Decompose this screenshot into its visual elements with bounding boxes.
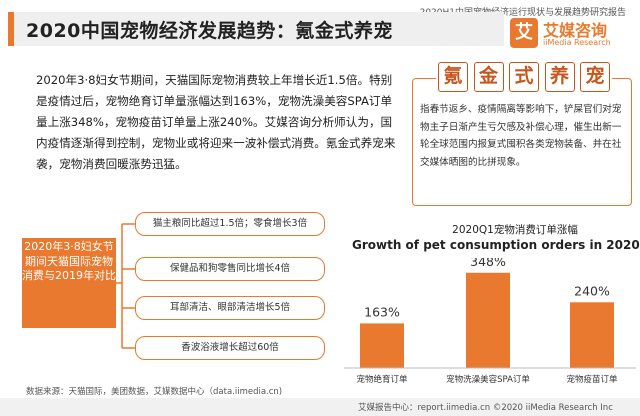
concept-char: 式 — [509, 62, 539, 92]
footer-text: 艾媒报告中心：report.iimedia.cn ©2020 iiMedia R… — [358, 403, 613, 413]
category-label: 宠物绝育订单 — [356, 374, 408, 385]
logo-name-en: iiMedia Research — [543, 38, 611, 47]
concept-char: 金 — [473, 62, 504, 92]
concept-char: 宠 — [580, 62, 610, 92]
bar — [466, 272, 510, 368]
bar — [570, 302, 614, 368]
concept-char: 养 — [544, 62, 575, 92]
category-label: 宠物洗澡美容SPA订单 — [446, 374, 530, 385]
concept-description: 指春节返乡、疫情隔离等影响下，铲屎官们对宠物主子日渐产生亏欠感及补偿心理，催生出… — [420, 104, 622, 168]
brand-logo: 艾 艾媒咨询 iiMedia Research — [510, 18, 636, 52]
bar-value-label: 163% — [364, 304, 400, 319]
fact-item: 保健品和狗零售同比增长4倍 — [135, 257, 325, 281]
event-box: 2020年3·8妇女节期间天猫国际宠物消费与2019年对比 — [22, 238, 116, 328]
chart-subtitle: Growth of pet consumption orders in 2020… — [352, 238, 640, 252]
title-accent-bar — [8, 12, 14, 46]
fact-item: 耳部清洁、眼部清洁增长5倍 — [135, 296, 325, 320]
concept-title: 氪 金 式 养 宠 — [436, 62, 612, 92]
bar-value-label: 240% — [574, 283, 610, 298]
intro-paragraph: 2020年3·8妇女节期间，天猫国际宠物消费较上年增长近1.5倍。特别是疫情过后… — [36, 73, 396, 171]
fact-item: 香波浴液增长超过60倍 — [135, 336, 325, 360]
fact-item: 猫主粮同比超过1.5倍；零食增长3倍 — [135, 212, 325, 236]
logo-mark-icon: 艾 — [510, 18, 538, 48]
bar-chart: 163% 宠物绝育订单 348% 宠物洗澡美容SPA订单 240% 宠物疫苗订单 — [344, 258, 636, 385]
title-bar — [8, 12, 504, 46]
report-label: 2020H1中国宠物经济运行现状与发展趋势研究报告 — [419, 8, 626, 18]
bar-value-label: 348% — [470, 258, 506, 269]
logo-name: 艾媒咨询 — [543, 21, 608, 40]
footer-bar — [0, 398, 640, 416]
concept-char: 氪 — [438, 62, 468, 92]
page-title: 2020中国宠物经济发展趋势：氪金式养宠 — [26, 20, 393, 42]
bar — [360, 323, 404, 368]
chart-title: 2020Q1宠物消费订单涨幅 — [452, 224, 578, 236]
category-label: 宠物疫苗订单 — [566, 374, 618, 385]
data-source: 数据来源：天猫国际，美团数据，艾媒数据中心（data.iimedia.cn) — [26, 387, 283, 397]
